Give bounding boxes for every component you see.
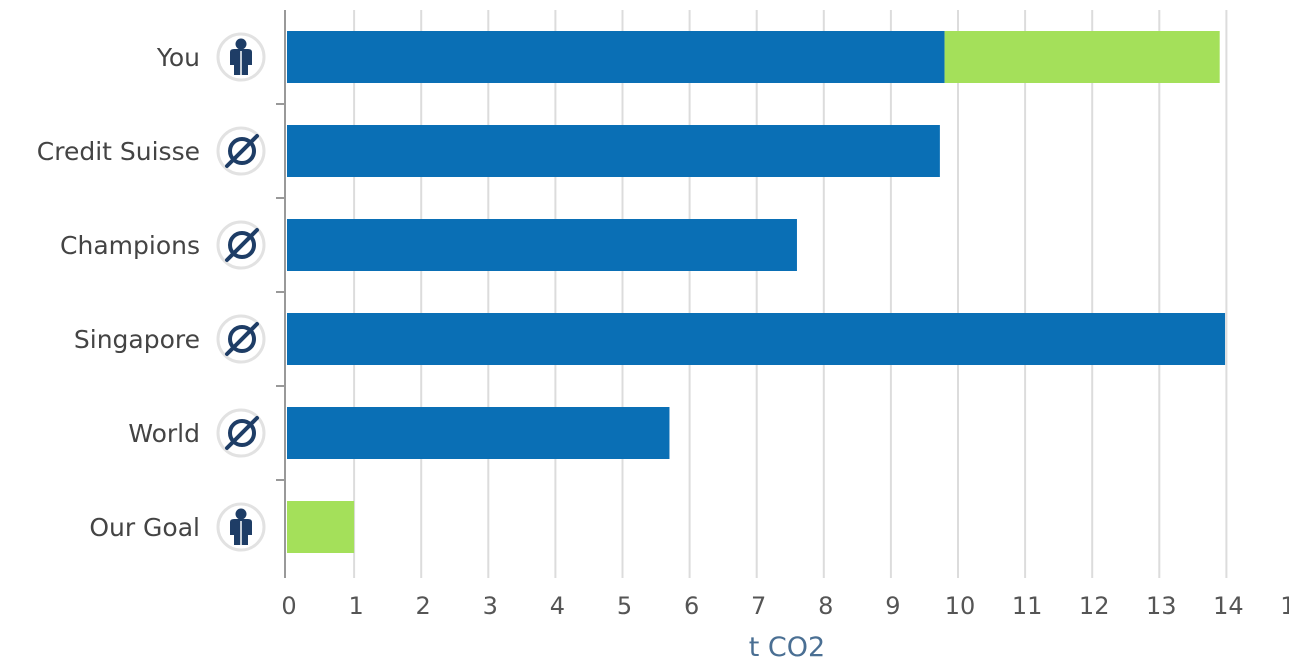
x-tick-label: 9	[885, 592, 900, 620]
average-icon	[216, 220, 266, 270]
x-tick-label: 0	[281, 592, 296, 620]
average-icon	[216, 126, 266, 176]
bar	[287, 501, 355, 553]
x-tick-label: 7	[751, 592, 766, 620]
x-tick-label: 6	[684, 592, 699, 620]
x-tick-label: 15	[1280, 592, 1289, 620]
x-tick-label: 2	[416, 592, 431, 620]
x-tick-label: 14	[1213, 592, 1244, 620]
average-icon	[216, 408, 266, 458]
x-tick-label: 5	[617, 592, 632, 620]
bar	[287, 219, 797, 271]
x-axis-title: t CO2	[749, 632, 825, 661]
x-tick-label: 13	[1146, 592, 1177, 620]
x-tick-label: 3	[483, 592, 498, 620]
category-label: You	[156, 43, 200, 72]
category-label: Our Goal	[89, 513, 200, 542]
category-label: Singapore	[74, 325, 200, 354]
x-tick-label: 12	[1079, 592, 1110, 620]
average-icon	[216, 314, 266, 364]
x-tick-label: 1	[348, 592, 363, 620]
category-label: Credit Suisse	[37, 137, 200, 166]
bar	[287, 407, 670, 459]
x-tick-label: 8	[818, 592, 833, 620]
category-label: World	[128, 419, 200, 448]
bar	[287, 313, 1226, 365]
person-icon	[216, 502, 266, 552]
x-axis-tick-labels: 0123456789101112131415	[281, 592, 1289, 620]
bar	[287, 31, 945, 83]
x-tick-label: 10	[945, 592, 976, 620]
x-tick-label: 4	[550, 592, 565, 620]
y-axis-ticks	[276, 103, 285, 481]
person-icon	[216, 32, 266, 82]
gridlines	[353, 10, 1228, 578]
category-label: Champions	[60, 231, 200, 260]
category-icons	[216, 32, 266, 552]
bar	[944, 31, 1220, 83]
bars	[287, 31, 1226, 553]
bar	[287, 125, 940, 177]
category-labels: You Credit Suisse Champions Singapore World O…	[37, 43, 200, 542]
x-tick-label: 11	[1012, 592, 1043, 620]
